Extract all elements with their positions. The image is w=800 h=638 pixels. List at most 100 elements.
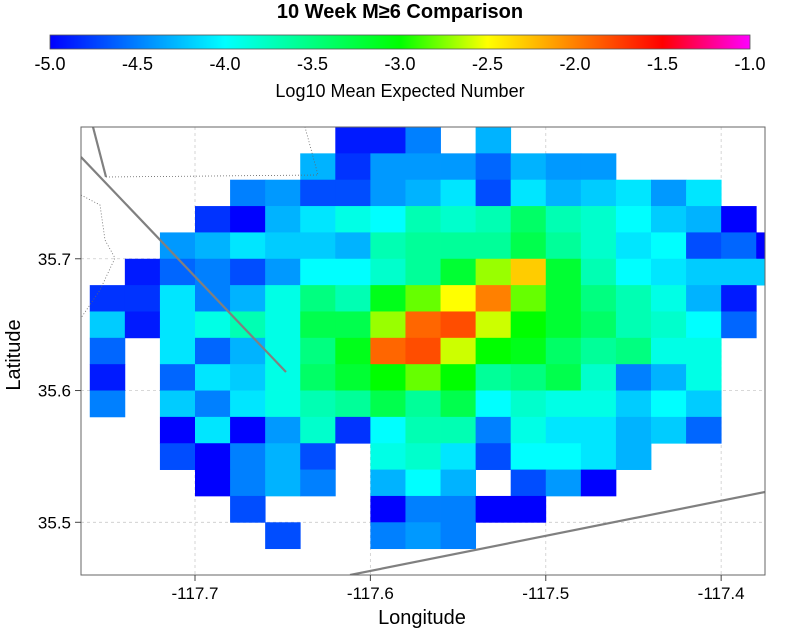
heatmap-cell — [230, 364, 266, 391]
heatmap-cell — [510, 495, 547, 523]
heatmap-cell — [195, 232, 231, 260]
heatmap-cell — [300, 443, 336, 470]
heatmap-cell — [510, 469, 547, 497]
x-axis-ticks: -117.7 -117.6 -117.5 -117.4 — [172, 575, 745, 603]
heatmap-cell — [230, 179, 266, 207]
boundary-line-dotted — [105, 127, 319, 178]
heatmap-cell — [335, 416, 371, 444]
heatmap-cell — [230, 232, 266, 260]
heatmap-cell — [651, 416, 687, 444]
heatmap-cell — [265, 337, 301, 365]
heatmap-cell — [545, 364, 582, 391]
heatmap-cell — [370, 258, 406, 286]
heatmap-cell — [405, 495, 441, 523]
heatmap-cell — [195, 390, 231, 418]
heatmap-cell — [195, 206, 231, 233]
heatmap-cell — [440, 416, 477, 444]
heatmap-cell — [230, 390, 266, 418]
heatmap-cell — [756, 258, 765, 286]
heatmap-cell — [510, 153, 547, 181]
heatmap-cell — [370, 206, 406, 233]
fault-line-north — [91, 127, 108, 178]
heatmap-cell — [230, 443, 266, 470]
heatmap-cell — [580, 364, 617, 391]
heatmap-cell — [405, 337, 441, 365]
heatmap-cell — [440, 285, 477, 312]
heatmap-cell — [370, 390, 406, 418]
heatmap-cell — [89, 364, 126, 391]
heatmap-cell — [159, 337, 196, 365]
heatmap-cell — [475, 206, 512, 233]
colorbar-tick-label: -2.0 — [559, 54, 590, 74]
heatmap-cell — [370, 364, 406, 391]
heatmap-cell — [475, 390, 512, 418]
heatmap-cell — [580, 179, 617, 207]
heatmap-cell — [580, 258, 617, 286]
heatmap-cell — [545, 285, 582, 312]
heatmap-cell — [265, 469, 301, 497]
heatmap-cell — [265, 285, 301, 312]
heatmap-cell — [580, 311, 617, 339]
colorbar-tick-label: -5.0 — [34, 54, 65, 74]
heatmap-cell — [475, 416, 512, 444]
heatmap-cell — [580, 443, 617, 470]
heatmap-cell — [335, 337, 371, 365]
heatmap-cell — [440, 206, 477, 233]
heatmap-cell — [721, 311, 757, 339]
heatmap-cell — [335, 127, 371, 154]
heatmap-cell — [405, 364, 441, 391]
heatmap-cell — [475, 258, 512, 286]
heatmap-cell — [545, 258, 582, 286]
x-axis-label: Longitude — [378, 607, 466, 629]
heatmap-cell — [615, 311, 652, 339]
heatmap-cell — [440, 153, 477, 181]
heatmap-cell — [335, 179, 371, 207]
heatmap-cell — [370, 127, 406, 154]
heatmap-cell — [545, 443, 582, 470]
heatmap-cell — [124, 258, 161, 286]
heatmap-cell — [440, 258, 477, 286]
heatmap-cell — [159, 364, 196, 391]
heatmap-cell — [230, 311, 266, 339]
heatmap-cell — [510, 258, 547, 286]
colorbar-tick-label: -4.5 — [122, 54, 153, 74]
heatmap-cell — [580, 337, 617, 365]
heatmap-cell — [230, 258, 266, 286]
heatmap-cell — [370, 285, 406, 312]
heatmap-cell — [265, 232, 301, 260]
heatmap-cell — [440, 179, 477, 207]
heatmap-cell — [440, 469, 477, 497]
heatmap-cell — [370, 179, 406, 207]
heatmap-cell — [300, 469, 336, 497]
heatmap-cell — [686, 390, 722, 418]
fault-line-northwest — [81, 156, 287, 373]
heatmap-cell — [475, 311, 512, 339]
heatmap-cell — [440, 232, 477, 260]
heatmap-cell — [265, 258, 301, 286]
heatmap-cell — [265, 179, 301, 207]
heatmap-cell — [651, 206, 687, 233]
heatmap-cell — [580, 390, 617, 418]
heatmap-cell — [335, 258, 371, 286]
heatmap-cell — [545, 416, 582, 444]
heatmap-cell — [651, 311, 687, 339]
colorbar — [49, 34, 751, 50]
heatmap-cell — [335, 206, 371, 233]
heatmap-cell — [721, 206, 757, 233]
heatmap-cell — [510, 206, 547, 233]
heatmap-cell — [89, 285, 126, 312]
heatmap-cell — [230, 337, 266, 365]
heatmap-cell — [510, 285, 547, 312]
heatmap-cell — [89, 337, 126, 365]
heatmap-cell — [651, 232, 687, 260]
heatmap-cell — [370, 311, 406, 339]
x-tick-label: -117.5 — [522, 584, 569, 603]
heatmap-cell — [440, 495, 477, 523]
heatmap-cell — [580, 153, 617, 181]
heatmap-cell — [580, 416, 617, 444]
heatmap-cell — [370, 495, 406, 523]
heatmap-cell — [545, 232, 582, 260]
heatmap-cell — [686, 206, 722, 233]
heatmap-cell — [370, 469, 406, 497]
heatmap-cell — [300, 179, 336, 207]
